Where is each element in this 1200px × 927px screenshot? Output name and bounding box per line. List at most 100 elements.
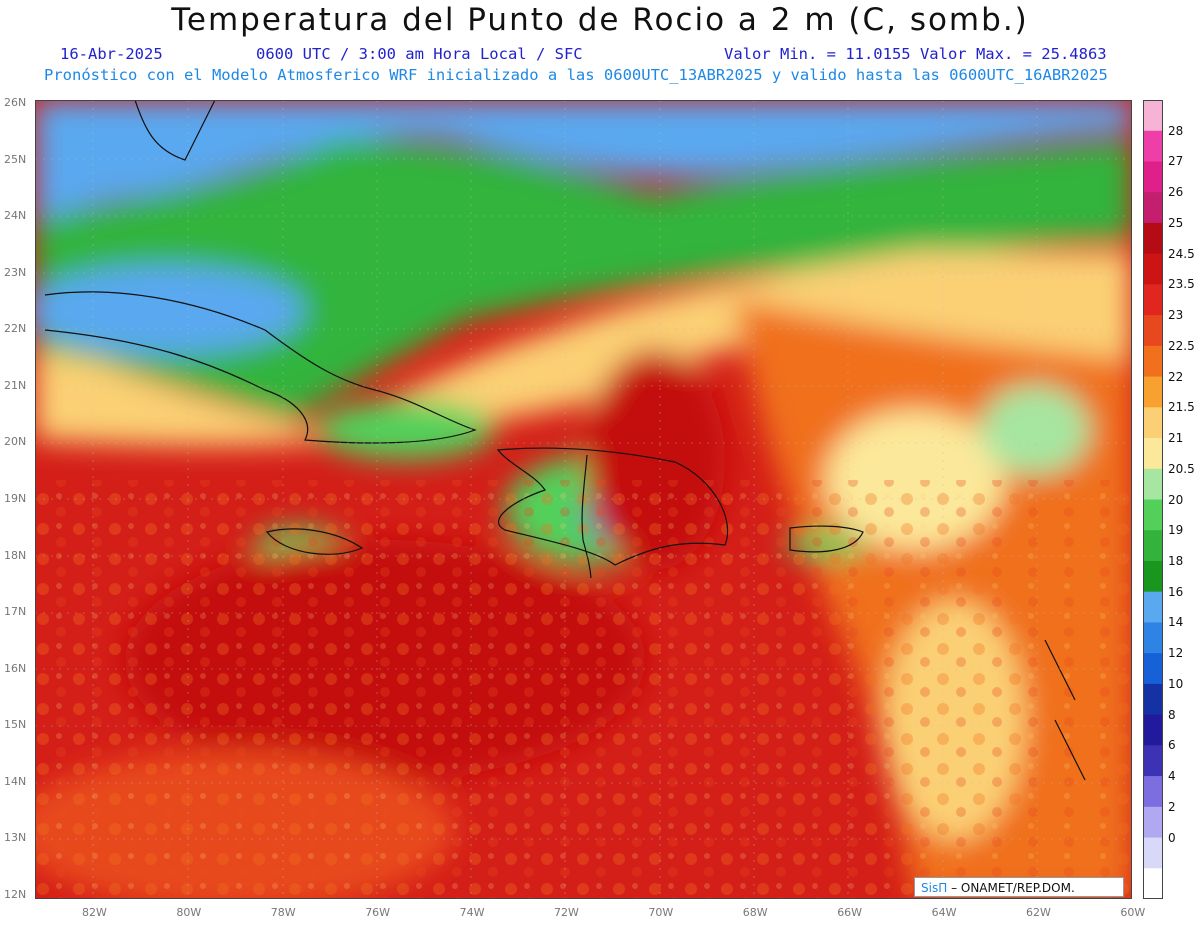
min-max-values: Valor Min. = 11.0155 Valor Max. = 25.486…	[724, 45, 1107, 63]
latitude-label: 16N	[4, 661, 27, 675]
longitude-label: 72W	[554, 906, 579, 919]
longitude-label: 78W	[270, 906, 296, 919]
field-green-band	[35, 140, 1132, 420]
brand-box: SisΠ – ONAMET/REP.DOM.	[914, 877, 1124, 897]
forecast-time: 0600 UTC / 3:00 am Hora Local / SFC	[256, 45, 583, 63]
colorbar-swatch	[1143, 530, 1163, 562]
colorbar-swatch	[1143, 837, 1163, 869]
colorbar-swatch	[1143, 130, 1163, 162]
colorbar-label: 23	[1168, 308, 1184, 323]
latitude-label: 13N	[4, 831, 27, 845]
coast-puerto-rico	[789, 525, 864, 553]
longitude-label: 70W	[648, 906, 674, 919]
colorbar-swatch	[1143, 683, 1163, 716]
colorbar-swatch	[1143, 161, 1163, 193]
latitude-label: 20N	[4, 435, 27, 449]
colorbar-swatch	[1143, 407, 1163, 439]
latitude-label: 17N	[4, 605, 27, 619]
longitude-label: 74W	[459, 906, 485, 919]
colorbar-swatch	[1143, 100, 1163, 132]
latitude-label: 24N	[4, 209, 27, 223]
colorbar-swatch	[1143, 591, 1163, 623]
colorbar-swatch	[1143, 192, 1163, 224]
colorbar-label: 10	[1168, 676, 1184, 691]
field-blue-cuba	[35, 265, 305, 355]
field-texture	[35, 480, 1132, 899]
colorbar-swatch	[1143, 315, 1163, 347]
colorbar-swatch	[1143, 622, 1163, 654]
latitude-label: 15N	[4, 718, 27, 732]
longitude-label: 76W	[365, 906, 391, 919]
colorbar-label: 22	[1168, 369, 1184, 384]
longitude-label: 60W	[1120, 906, 1146, 919]
colorbar	[1143, 100, 1163, 899]
colorbar-label: 2	[1168, 799, 1176, 814]
colorbar-label: 26	[1168, 185, 1184, 200]
colorbar-label: 20.5	[1168, 461, 1195, 476]
coast-haiti-border	[581, 454, 592, 579]
map-frame	[35, 100, 1132, 899]
latitude-label: 26N	[4, 96, 27, 109]
colorbar-swatch	[1143, 376, 1163, 408]
colorbar-swatch	[1143, 468, 1163, 500]
latitude-label: 14N	[4, 774, 27, 788]
colorbar-label: 22.5	[1168, 338, 1195, 353]
longitude-label: 64W	[931, 906, 957, 919]
coast-florida	[134, 100, 216, 161]
colorbar-label: 14	[1168, 615, 1184, 630]
latitude-label: 19N	[4, 492, 27, 505]
longitude-label: 80W	[176, 906, 202, 919]
longitude-label: 62W	[1026, 906, 1051, 919]
coast-hispaniola	[496, 447, 729, 566]
brand-org: – ONAMET/REP.DOM.	[951, 881, 1075, 895]
colorbar-swatch	[1143, 745, 1163, 777]
colorbar-swatch	[1143, 438, 1163, 470]
latitude-label: 18N	[4, 548, 27, 562]
colorbar-swatch	[1143, 868, 1163, 899]
colorbar-swatch	[1143, 284, 1163, 316]
field-green-east	[980, 385, 1090, 475]
latitude-label: 23N	[4, 265, 27, 279]
coast-cuba	[44, 291, 477, 444]
colorbar-label: 8	[1168, 707, 1176, 722]
dewpoint-map	[35, 100, 1132, 899]
longitude-label: 68W	[742, 906, 768, 919]
colorbar-swatch	[1143, 806, 1163, 839]
coast-lesser-antilles	[1044, 639, 1086, 781]
colorbar-swatch	[1143, 714, 1163, 746]
longitude-label: 66W	[837, 906, 863, 919]
forecast-date: 16-Abr-2025	[60, 45, 163, 63]
colorbar-swatch	[1143, 776, 1163, 808]
colorbar-label: 21.5	[1168, 400, 1195, 415]
colorbar-label: 20	[1168, 492, 1184, 507]
colorbar-label: 6	[1168, 738, 1176, 753]
field-blue-north	[35, 100, 1132, 220]
colorbar-label: 16	[1168, 584, 1184, 599]
colorbar-label: 19	[1168, 523, 1184, 538]
colorbar-label: 12	[1168, 646, 1184, 661]
longitude-label: 82W	[82, 906, 107, 919]
model-info: Pronóstico con el Modelo Atmosferico WRF…	[44, 66, 1108, 84]
colorbar-swatch	[1143, 560, 1163, 593]
latitude-label: 25N	[4, 152, 27, 166]
colorbar-label: 0	[1168, 830, 1176, 845]
colorbar-frame	[1143, 100, 1163, 899]
brand-sis: SisΠ	[921, 881, 948, 895]
colorbar-swatch	[1143, 653, 1163, 685]
colorbar-swatch	[1143, 345, 1163, 378]
latitude-label: 21N	[4, 378, 27, 392]
colorbar-swatch	[1143, 253, 1163, 285]
latitude-label: 12N	[4, 888, 27, 901]
colorbar-label: 24.5	[1168, 246, 1195, 261]
colorbar-swatch	[1143, 222, 1163, 255]
latitude-label: 22N	[4, 322, 27, 336]
colorbar-label: 18	[1168, 553, 1184, 568]
field-green-cuba-east	[315, 400, 495, 460]
coast-jamaica	[265, 528, 364, 555]
field-yellow-transition	[35, 250, 1132, 446]
page-title: Temperatura del Punto de Rocio a 2 m (C,…	[171, 2, 1029, 38]
colorbar-label: 25	[1168, 215, 1184, 230]
colorbar-label: 4	[1168, 769, 1176, 784]
colorbar-label: 28	[1168, 123, 1184, 138]
colorbar-label: 23.5	[1168, 277, 1195, 292]
